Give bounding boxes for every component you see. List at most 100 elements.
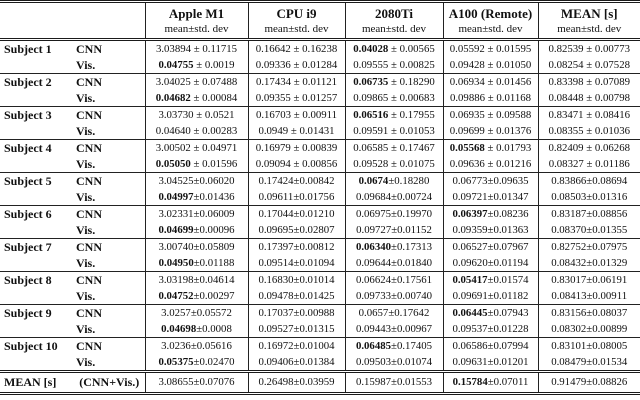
mean-value: 0.83017	[551, 274, 587, 286]
mean-value: 0.08479	[551, 356, 587, 368]
std-value: ± 0.09588	[484, 109, 532, 121]
mean-value: 0.09865	[353, 92, 389, 104]
std-value: ±0.07967	[487, 241, 529, 253]
mean-value: 0.09428	[449, 59, 485, 71]
mean-row-sublabel: (CNN+Vis.)	[79, 375, 140, 389]
subject-label: Subject 1	[4, 42, 52, 56]
mean-value: 0.09695	[258, 224, 294, 236]
std-value: ±0.01355	[586, 224, 628, 236]
std-value: ±0.19970	[391, 208, 433, 220]
mean-value: 0.16830	[258, 274, 294, 286]
std-value: ±0.01014	[293, 274, 335, 286]
data-cell: 0.15987±0.01553	[344, 371, 443, 394]
mean-value: 0.0657	[358, 307, 389, 319]
mean-value: 0.06585	[353, 142, 389, 154]
mean-value: 0.09443	[355, 323, 392, 335]
data-cell: 0.08327 ± 0.01186	[537, 156, 640, 173]
data-cell: 0.17434 ± 0.01121	[247, 73, 345, 90]
mean-value: 0.06624	[355, 274, 392, 286]
data-cell: 0.06624±0.17561	[344, 271, 443, 288]
std-value: ± 0.07488	[190, 76, 238, 88]
method-label-cnn: CNN	[76, 141, 102, 155]
std-value: ±0.01210	[293, 208, 335, 220]
mean-value: 0.04698	[161, 323, 197, 335]
data-cell: 3.08655±0.07076	[144, 371, 248, 394]
method-label-vis: Vis.	[76, 322, 96, 336]
std-value: ±0.06009	[193, 208, 235, 220]
mean-value: 0.09503	[355, 356, 392, 368]
mean-value: 0.16642	[255, 43, 291, 55]
mean-value: 0.05375	[158, 356, 194, 368]
std-value: ± 0.01075	[388, 158, 435, 170]
std-value: ±0.00988	[293, 307, 335, 319]
column-header-a100: A100 (Remote) mean±std. dev	[442, 1, 538, 40]
data-cell: 0.09865 ± 0.00683	[344, 90, 443, 107]
mean-value: 0.09537	[452, 323, 488, 335]
mean-value: 0.15784	[452, 376, 488, 388]
mean-value: 0.06934	[449, 76, 485, 88]
std-value: ±0.04614	[193, 274, 235, 286]
method-label-vis: Vis.	[76, 157, 96, 171]
data-cell: 0.83156±0.08037	[537, 304, 640, 321]
data-cell: 0.06585 ± 0.17467	[344, 139, 443, 156]
std-value: ±0.01152	[391, 224, 432, 236]
mean-value: 0.91479	[551, 376, 587, 388]
data-cell: 0.06397±0.08236	[442, 205, 538, 222]
data-cell: 0.09555 ± 0.00825	[344, 57, 443, 74]
mean-value: 0.09620	[452, 257, 488, 269]
data-cell: 3.00502 ± 0.04971	[144, 139, 248, 156]
table-row: Vis. 0.05375±0.02470 0.09406±0.01384 0.0950…	[0, 354, 640, 372]
data-cell: 0.09886 ± 0.01168	[442, 90, 538, 107]
subject-label: Subject 6	[4, 207, 52, 221]
mean-value: 0.83156	[551, 307, 587, 319]
method-label-cnn: CNN	[76, 207, 102, 221]
data-cell: 0.09528 ± 0.01075	[344, 156, 443, 173]
mean-value: 0.08302	[551, 323, 587, 335]
data-cell: 0.09428 ± 0.01050	[442, 57, 538, 74]
std-value: ±0.00740	[391, 290, 433, 302]
std-value: ±0.01840	[391, 257, 433, 269]
data-cell: 0.09611±0.01756	[247, 189, 345, 206]
table-row: Vis. 0.04682 ± 0.00084 0.09355 ± 0.01257 0.…	[0, 90, 640, 107]
std-value: ±0.17313	[391, 241, 433, 253]
mean-value: 0.09699	[449, 125, 485, 137]
data-cell: 3.03198±0.04614	[144, 271, 248, 288]
method-label-cnn: CNN	[76, 75, 102, 89]
table-row: Subject 5 CNN 3.04525±0.06020 0.17424±0.008…	[0, 172, 640, 189]
std-value: ± 0.00856	[290, 158, 338, 170]
data-cell: 0.15784±0.07011	[442, 371, 538, 394]
mean-value: 0.16703	[255, 109, 292, 121]
method-label-cnn: CNN	[76, 339, 102, 353]
data-cell: 0.05375±0.02470	[144, 354, 248, 372]
data-cell: 0.06934 ± 0.01456	[442, 73, 538, 90]
std-value: ± 0.07089	[583, 76, 630, 88]
data-cell: 0.06975±0.19970	[344, 205, 443, 222]
data-cell: 0.09336 ± 0.01284	[247, 57, 345, 74]
mean-value: 3.08655	[158, 376, 194, 388]
std-value: ± 0.01596	[190, 158, 238, 170]
data-cell: 0.09359±0.01363	[442, 222, 538, 239]
column-subtitle: mean±std. dev	[557, 23, 622, 35]
data-cell: 0.09636 ± 0.01216	[442, 156, 538, 173]
mean-value: 0.06485	[355, 340, 392, 352]
data-cell: 0.09620±0.01194	[442, 255, 538, 272]
mean-value: 0.04682	[155, 92, 191, 104]
table-row: Vis. 0.04950±0.01188 0.09514±0.01094 0.0964…	[0, 255, 640, 272]
table-row: Subject 10 CNN 3.0236±0.05616 0.16972±0.010…	[0, 337, 640, 354]
std-value: ±0.06191	[586, 274, 628, 286]
data-cell: 0.09631±0.01201	[442, 354, 538, 372]
data-cell: 0.09355 ± 0.01257	[247, 90, 345, 107]
data-cell: 3.04525±0.06020	[144, 172, 248, 189]
std-value: ± 0.01456	[484, 76, 532, 88]
mean-value: 0.09591	[353, 125, 389, 137]
data-cell: 0.82409 ± 0.06268	[537, 139, 640, 156]
data-cell: 0.04698±0.0008	[144, 321, 248, 338]
data-cell: 0.83866±0.08694	[537, 172, 640, 189]
table-row: Subject 2 CNN 3.04025 ± 0.07488 0.17434 ± 0…	[0, 73, 640, 90]
std-value: ±0.01004	[293, 340, 335, 352]
std-value: ±0.17642	[388, 307, 430, 319]
mean-value: 0.17434	[255, 76, 292, 88]
mean-value: 0.17037	[258, 307, 294, 319]
mean-value: 0.04640	[155, 125, 191, 137]
